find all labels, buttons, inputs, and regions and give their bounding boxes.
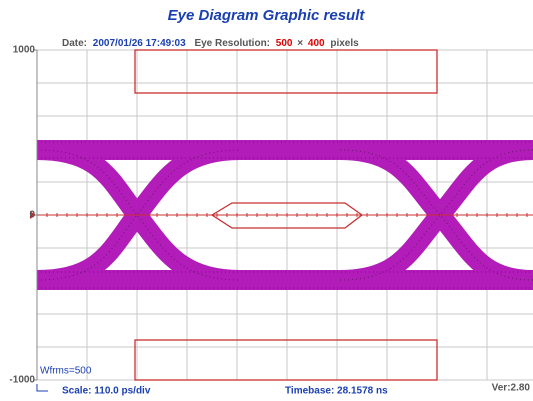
resolution-unit: pixels bbox=[330, 38, 359, 49]
resolution-width: 500 bbox=[276, 38, 293, 49]
noise-texture bbox=[36, 141, 533, 289]
waveform-count: Wfrms=500 bbox=[40, 366, 92, 377]
y-tick-label: 0 bbox=[29, 210, 35, 221]
times-sign: × bbox=[297, 38, 303, 49]
chart-title: Eye Diagram Graphic result bbox=[168, 7, 366, 24]
scale: Scale: 110.0 ps/div bbox=[62, 386, 151, 397]
info-line: Date: 2007/01/26 17:49:03 Eye Resolution… bbox=[62, 38, 359, 49]
y-tick-label: -1000 bbox=[9, 375, 35, 386]
resolution-label: Eye Resolution: bbox=[194, 38, 270, 49]
scale-bracket bbox=[36, 384, 48, 392]
resolution-height: 400 bbox=[308, 38, 325, 49]
timebase: Timebase: 28.1578 ns bbox=[285, 386, 388, 397]
upper-mask bbox=[134, 49, 438, 94]
date: 2007/01/26 17:49:03 bbox=[93, 38, 186, 49]
date-label: Date: bbox=[62, 38, 87, 49]
rails bbox=[37, 140, 533, 290]
y-tick-label: 1000 bbox=[13, 45, 36, 56]
lower-mask bbox=[134, 339, 438, 381]
version: Ver:2.80 bbox=[492, 383, 531, 394]
